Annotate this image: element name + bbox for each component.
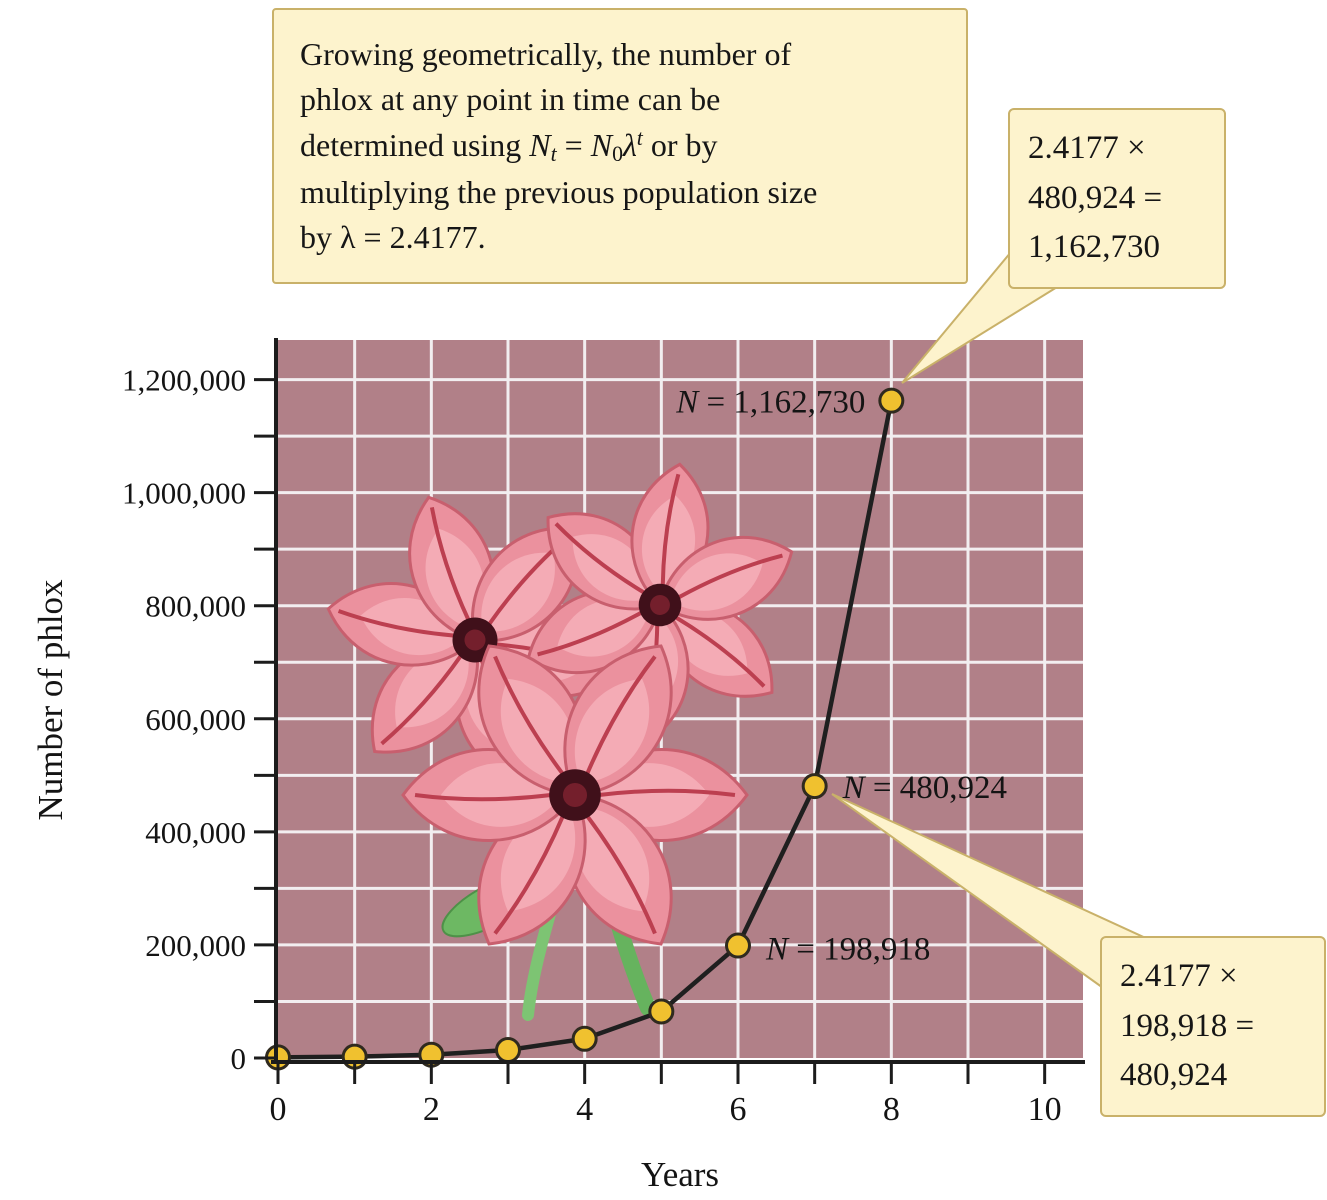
note-line: by λ = 2.4177. <box>300 215 940 260</box>
data-point <box>571 1025 598 1052</box>
x-tick-label: 0 <box>270 1091 287 1128</box>
note-line: determined using Nt = N0λt or by <box>300 123 940 170</box>
data-point-label: N = 1,162,730 <box>675 385 865 421</box>
x-tick-label: 8 <box>883 1091 900 1128</box>
note-text-segment: t <box>636 126 643 150</box>
phlox-flower <box>401 644 749 946</box>
callout-line: 198,918 = <box>1120 1007 1255 1044</box>
data-point <box>648 998 675 1025</box>
note-text-segment: or by <box>642 126 718 163</box>
callout-line: 480,924 = <box>1028 179 1163 216</box>
data-point-label: N = 480,924 <box>842 770 1007 806</box>
flower-petal <box>477 644 587 797</box>
x-tick-label: 4 <box>576 1091 593 1128</box>
data-point <box>801 773 828 800</box>
callout-lower: 2.4177 × 198,918 = 480,924 <box>1100 936 1326 1117</box>
phlox-illustration <box>326 462 794 1021</box>
note-text-segment: λ <box>622 126 637 163</box>
note-text-segment: N <box>529 126 551 163</box>
note-text-segment: phlox at any point in time can be <box>300 81 721 118</box>
note-text-segment: determined using <box>300 126 530 163</box>
flower-petal <box>370 637 479 754</box>
callout-upper: 2.4177 × 480,924 = 1,162,730 <box>1008 108 1226 289</box>
y-tick-label: 0 <box>231 1041 247 1076</box>
data-point-label: N = 198,918 <box>765 932 930 968</box>
x-tick-label: 10 <box>1028 1091 1062 1128</box>
callout-tail <box>832 794 1150 990</box>
callout-line: 1,162,730 <box>1028 229 1160 265</box>
data-point <box>495 1037 521 1064</box>
callout-line: 480,924 <box>1120 1057 1228 1093</box>
x-axis-title: Years <box>641 1155 719 1194</box>
flower-petal <box>563 793 673 946</box>
note-text-segment: Growing geometrically, the number of <box>300 36 792 72</box>
flower-petal <box>471 526 580 643</box>
note-text-segment: 0 <box>612 141 623 166</box>
note-line: multiplying the previous population size <box>300 170 940 215</box>
explanation-note-box: Growing geometrically, the number of phlo… <box>272 8 968 285</box>
note-text-segment: multiplying the previous population size <box>300 173 818 210</box>
note-line: phlox at any point in time can be <box>300 77 940 122</box>
x-tick-label: 2 <box>423 1091 440 1128</box>
note-text-segment: t <box>550 141 557 166</box>
note-line: Growing geometrically, the number of <box>300 32 940 77</box>
y-tick-label: 800,000 <box>145 589 246 624</box>
note-text-segment: by λ = 2.4177. <box>300 219 486 255</box>
flower-petal <box>658 535 794 621</box>
data-point <box>725 932 751 959</box>
y-tick-label: 200,000 <box>145 928 246 963</box>
callout-line: 2.4177 × <box>1120 958 1238 994</box>
y-tick-label: 400,000 <box>145 815 246 850</box>
y-tick-label: 600,000 <box>145 702 246 737</box>
note-text-segment: = <box>556 126 591 163</box>
y-tick-label: 1,000,000 <box>122 476 246 511</box>
data-point <box>878 387 905 414</box>
y-axis-title: Number of phlox <box>31 579 70 821</box>
x-tick-label: 6 <box>730 1091 747 1128</box>
flower-petal <box>526 589 662 675</box>
note-text-segment: N <box>590 126 613 163</box>
flower-petal <box>563 644 673 797</box>
y-tick-label: 1,200,000 <box>122 363 246 398</box>
callout-line: 2.4177 × <box>1028 130 1146 166</box>
